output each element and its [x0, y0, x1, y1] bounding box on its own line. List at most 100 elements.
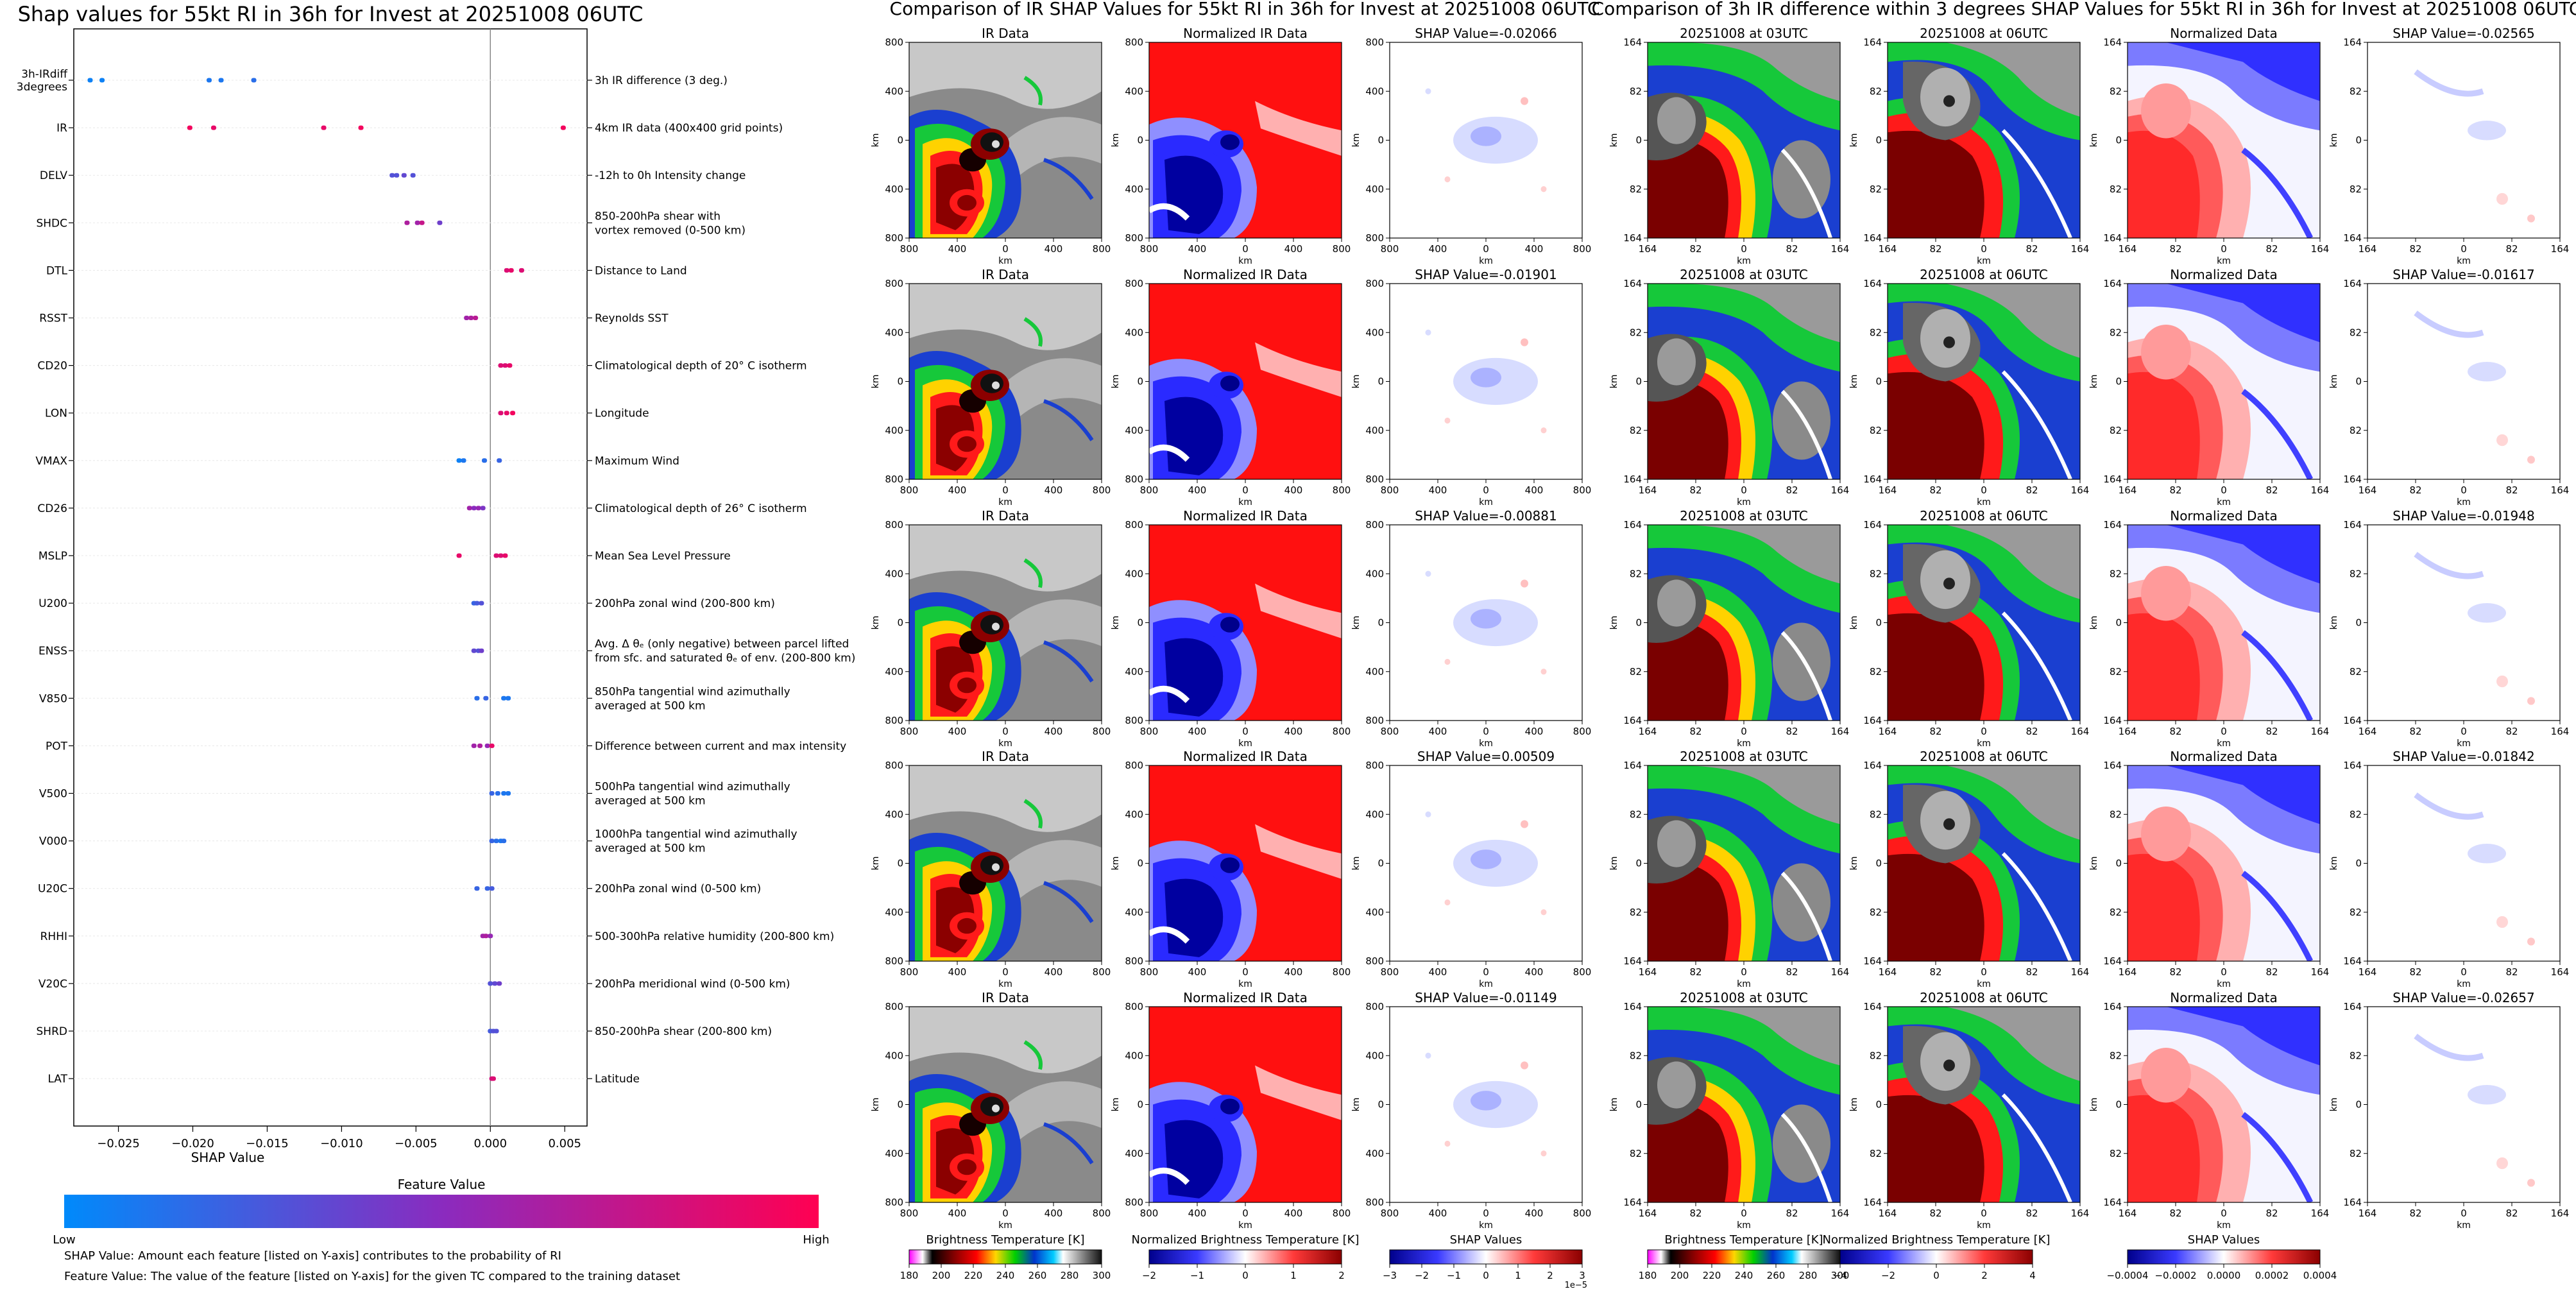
x-axis-label: km [998, 497, 1012, 508]
x-tick-label: 164 [2311, 1208, 2330, 1219]
colorbar-tick-label: 200 [932, 1270, 951, 1281]
y-tick-label: 82 [2110, 1050, 2122, 1061]
feature-name-label: DELV [40, 169, 67, 182]
y-tick-label: 82 [1630, 568, 1642, 579]
x-tick-label: 82 [1689, 243, 1702, 255]
y-tick-label: 164 [2103, 715, 2122, 726]
x-tick-label: 800 [1093, 726, 1111, 737]
feature-description-label: Latitude [595, 1073, 640, 1086]
feature-description-label: 850hPa tangential wind azimuthally averag… [595, 685, 790, 712]
x-tick-label: 0 [1741, 726, 1747, 737]
panel-title: 20251008 at 06UTC [1920, 990, 2048, 1005]
heatmap-image [2367, 1007, 2560, 1202]
x-tick-label: 82 [2505, 726, 2518, 737]
shap-point [510, 411, 516, 416]
x-tick-label: 82 [2169, 726, 2181, 737]
y-tick-label: 400 [1365, 1148, 1384, 1159]
heatmap-image [1648, 525, 1840, 721]
heatmap-image [2367, 525, 2560, 721]
colorbar-tick-label: 220 [1703, 1270, 1721, 1281]
y-tick-label: 82 [1630, 327, 1642, 338]
colorbar [1647, 1249, 1841, 1265]
x-axis-label: km [2457, 979, 2471, 989]
x-tick-label: 82 [2026, 484, 2038, 496]
shap-point [477, 743, 483, 748]
shap-point [488, 981, 493, 986]
x-tick-label: 0.005 [548, 1137, 581, 1150]
y-tick-label: 400 [885, 184, 903, 195]
y-axis-label: km [1609, 857, 1619, 871]
x-tick-label: 400 [948, 1208, 967, 1219]
y-tick-label: 0 [1875, 1099, 1882, 1111]
y-tick-label: 400 [885, 327, 903, 338]
y-tick-label: 82 [2110, 184, 2122, 195]
x-tick-label: 800 [900, 726, 919, 737]
y-tick-label: 164 [1623, 37, 1642, 48]
y-tick-label: 400 [1125, 425, 1143, 436]
x-tick-label: 400 [1284, 243, 1303, 255]
shap-value-panel-title: SHAP Value=-0.01842 [2393, 749, 2534, 764]
x-tick-label: 0 [1002, 243, 1009, 255]
x-tick-label: 800 [1093, 243, 1111, 255]
shap-point [87, 78, 93, 83]
y-tick-label: 400 [1125, 568, 1143, 579]
feature-name-label: SHRD [37, 1025, 67, 1038]
y-axis-label: km [1849, 375, 1859, 389]
x-tick-label: 0.000 [474, 1137, 508, 1150]
colorbar-tick-label: 0.0002 [2255, 1270, 2289, 1281]
y-tick-label: 82 [1630, 184, 1642, 195]
feature-description-label: 3h IR difference (3 deg.) [595, 74, 728, 87]
ir-diff-shap-comparison-grid: Comparison of 3h IR difference within 3 … [1592, 0, 2576, 1281]
x-tick-label: −0.020 [171, 1137, 214, 1150]
y-tick-label: 0 [1875, 617, 1882, 629]
panel-title: 20251008 at 03UTC [1680, 749, 1808, 764]
y-tick-label: 800 [1125, 474, 1143, 485]
x-tick-label: 0 [2221, 726, 2227, 737]
x-tick-label: 82 [2409, 243, 2421, 255]
y-tick-label: 82 [2350, 184, 2362, 195]
y-axis-label: km [1609, 375, 1619, 389]
y-tick-label: 0 [1635, 376, 1642, 388]
shap-value-panel-title: SHAP Value=-0.01149 [1415, 990, 1557, 1005]
y-tick-label: 800 [1365, 232, 1384, 244]
x-tick-label: 164 [2119, 243, 2137, 255]
x-axis-label: km [998, 738, 1012, 749]
shap-point [484, 886, 490, 891]
x-axis-label: km [2217, 497, 2231, 508]
shap-point [489, 839, 495, 844]
x-tick-label: 0 [2221, 484, 2227, 496]
x-tick-label: 400 [948, 966, 967, 978]
y-tick-label: 0 [2115, 858, 2122, 869]
panel-title: 20251008 at 06UTC [1920, 749, 2048, 764]
feature-description-label: Distance to Land [595, 264, 687, 277]
y-axis-label: km [1849, 133, 1859, 148]
y-axis-label: km [871, 616, 881, 630]
x-tick-label: 800 [1333, 726, 1351, 737]
explanation-notes: SHAP Value: Amount each feature [listed … [64, 1246, 680, 1287]
x-tick-label: 800 [900, 966, 919, 978]
x-tick-label: 164 [2551, 1208, 2570, 1219]
colorbar-tick-label: 180 [900, 1270, 919, 1281]
x-tick-label: 82 [2265, 484, 2278, 496]
shap-point [493, 839, 499, 844]
feature-name-label: 3h-IRdiff 3degrees [17, 68, 69, 94]
y-tick-label: 82 [1870, 568, 1882, 579]
y-axis-label: km [1849, 1098, 1859, 1112]
y-tick-label: 82 [2350, 907, 2362, 918]
y-tick-label: 400 [885, 808, 903, 820]
y-tick-label: 400 [1125, 85, 1143, 97]
x-tick-label: 800 [900, 1208, 919, 1219]
y-axis-label: km [871, 857, 881, 871]
x-tick-label: 82 [1929, 1208, 1941, 1219]
x-tick-label: 0 [2221, 966, 2227, 978]
shap-point [483, 934, 489, 939]
y-tick-label: 0 [1635, 858, 1642, 869]
x-axis-label: km [2457, 738, 2471, 749]
colorbar-tick-label: 4 [2029, 1270, 2036, 1281]
x-tick-label: 400 [1429, 726, 1447, 737]
y-tick-label: 164 [2103, 474, 2122, 485]
y-tick-label: 800 [1365, 760, 1384, 771]
shap-point [498, 411, 504, 416]
x-tick-label: 800 [1093, 1208, 1111, 1219]
colorbar-tick-label: 1 [1515, 1270, 1521, 1281]
